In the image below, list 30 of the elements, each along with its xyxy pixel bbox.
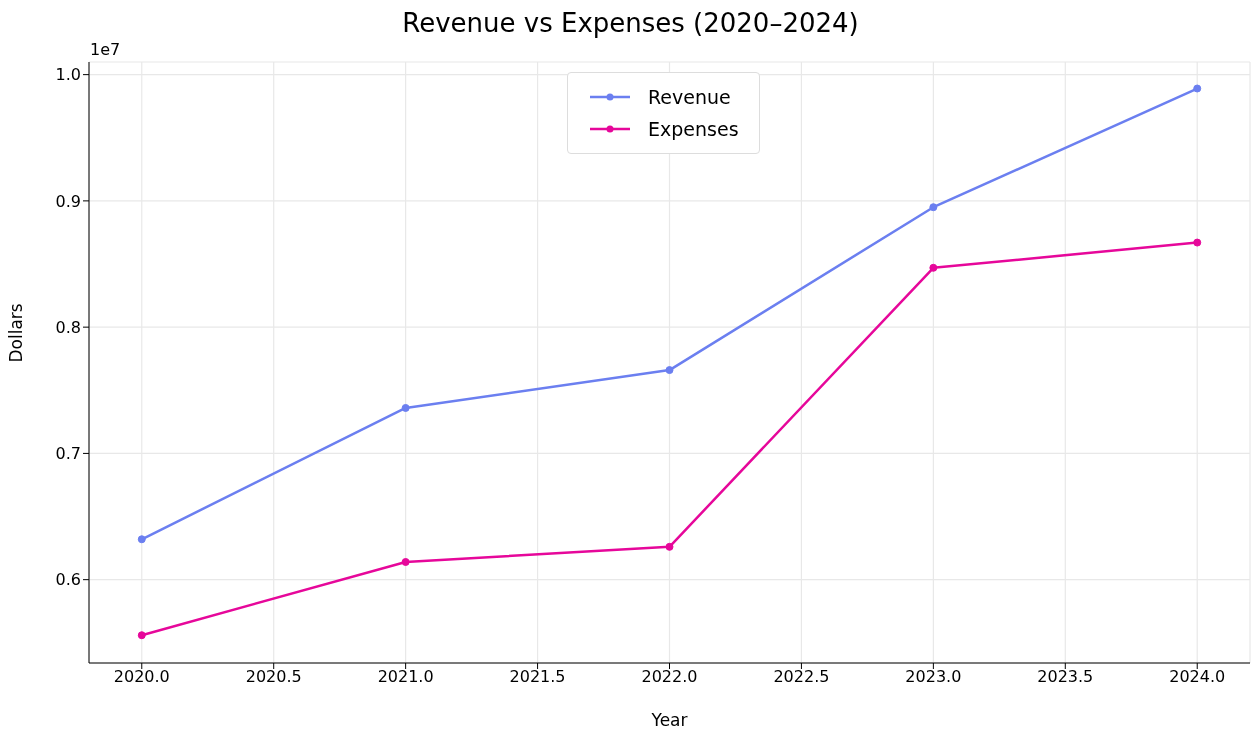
legend-label: Expenses (648, 118, 739, 140)
legend-label: Revenue (648, 86, 731, 108)
y-tick-label: 0.7 (55, 444, 81, 464)
y-axis-title: Dollars (6, 303, 27, 363)
point (665, 366, 674, 375)
point (929, 203, 938, 212)
point (137, 535, 146, 544)
y-tick-label: 0.6 (55, 570, 81, 590)
y-tick-label: 0.9 (55, 191, 81, 211)
x-tick-label: 2020.0 (113, 667, 170, 687)
x-tick-label: 2020.5 (245, 667, 302, 687)
y-tick-label: 1.0 (55, 65, 81, 85)
chart-title: Revenue vs Expenses (2020–2024) (401, 8, 860, 38)
y-tick-label: 0.8 (55, 317, 81, 337)
point (929, 263, 938, 272)
point (665, 542, 674, 551)
x-tick-label: 2021.0 (377, 667, 434, 687)
x-tick-label: 2023.5 (1037, 667, 1094, 687)
point (401, 557, 410, 566)
point (1193, 238, 1202, 247)
point (137, 631, 146, 640)
x-axis-title: Year (650, 710, 688, 730)
x-tick-label: 2022.0 (641, 667, 698, 687)
text: 1e7 (90, 40, 121, 59)
point (401, 403, 410, 412)
point (1193, 84, 1202, 93)
x-tick-label: 2021.5 (509, 667, 566, 687)
x-tick-label: 2022.5 (773, 667, 830, 687)
x-tick-label: 2024.0 (1169, 667, 1226, 687)
x-tick-label: 2023.0 (905, 667, 962, 687)
